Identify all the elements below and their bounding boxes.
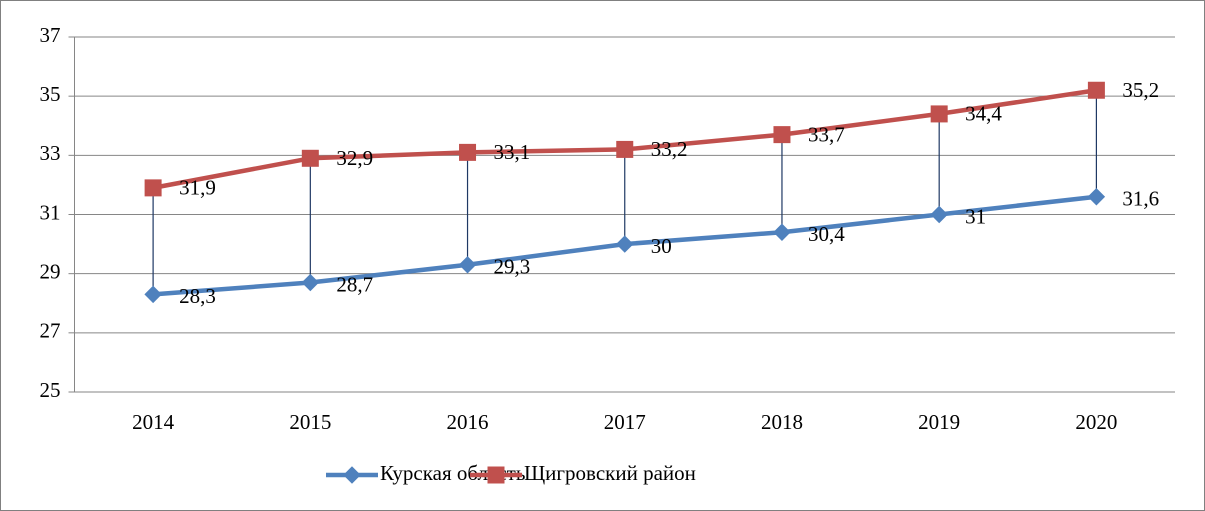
data-label: 29,3 xyxy=(494,255,531,279)
marker xyxy=(343,466,361,484)
marker xyxy=(773,223,791,241)
data-label: 33,1 xyxy=(494,140,531,164)
y-tick-label: 33 xyxy=(40,141,61,165)
data-label: 31,9 xyxy=(179,176,216,200)
marker xyxy=(458,256,477,274)
marker xyxy=(301,149,319,167)
marker xyxy=(487,466,505,484)
marker xyxy=(1087,188,1106,206)
y-tick-label: 31 xyxy=(40,200,61,224)
y-tick-label: 37 xyxy=(40,23,61,47)
x-tick-label: 2015 xyxy=(289,410,331,434)
data-label: 31 xyxy=(965,204,986,228)
marker xyxy=(1087,81,1105,99)
y-tick-label: 29 xyxy=(40,259,61,283)
data-label: 30 xyxy=(651,234,672,258)
x-tick-label: 2019 xyxy=(918,410,960,434)
data-label: 31,6 xyxy=(1122,187,1159,211)
marker xyxy=(144,285,162,304)
marker xyxy=(301,273,320,292)
marker xyxy=(930,105,948,123)
x-tick-label: 2020 xyxy=(1075,410,1117,434)
marker xyxy=(930,205,948,224)
marker xyxy=(773,126,791,144)
data-label: 28,7 xyxy=(336,272,373,296)
x-tick-label: 2017 xyxy=(604,410,646,434)
marker xyxy=(459,143,477,161)
marker xyxy=(616,140,634,158)
legend-label: Щигровский район xyxy=(524,461,696,485)
data-label: 33,7 xyxy=(808,122,845,146)
y-tick-label: 27 xyxy=(40,319,61,343)
data-label: 28,3 xyxy=(179,284,216,308)
marker xyxy=(144,179,162,197)
data-label: 35,2 xyxy=(1122,78,1159,102)
marker xyxy=(616,235,634,253)
data-label: 32,9 xyxy=(336,146,373,170)
y-tick-label: 25 xyxy=(40,378,61,402)
x-tick-label: 2018 xyxy=(761,410,803,434)
x-tick-label: 2014 xyxy=(132,410,175,434)
y-tick-label: 35 xyxy=(40,82,61,106)
x-tick-label: 2016 xyxy=(447,410,489,434)
data-label: 33,2 xyxy=(651,137,688,161)
data-label: 34,4 xyxy=(965,102,1002,126)
data-label: 30,4 xyxy=(808,222,845,246)
